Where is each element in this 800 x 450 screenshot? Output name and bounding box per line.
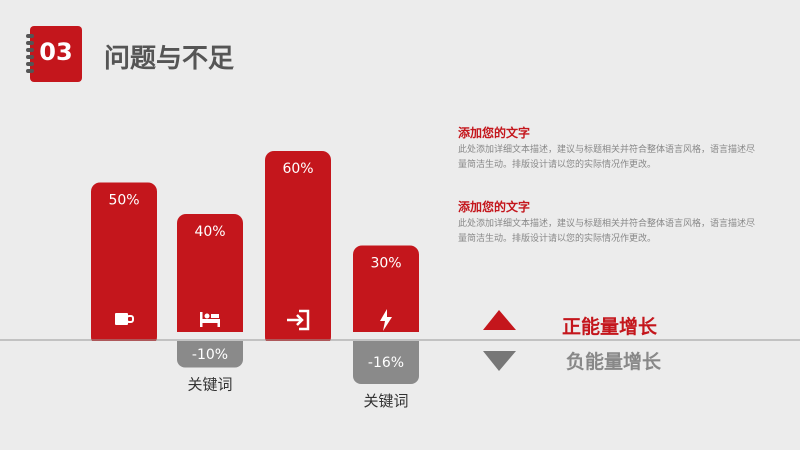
negative-bar-mask <box>353 332 419 341</box>
description-title: 添加您的文字 <box>458 200 531 214</box>
lightning-icon <box>380 309 392 331</box>
negative-bar-value-label: -10% <box>192 347 228 363</box>
bar <box>353 245 419 346</box>
section-number: 03 <box>39 38 73 66</box>
bar-value-label: 40% <box>194 224 225 240</box>
bar-value-label: 60% <box>282 161 313 177</box>
section-badge: 03 <box>26 26 82 82</box>
bar <box>265 151 331 346</box>
cup-icon <box>115 313 134 325</box>
description-block-1: 添加您的文字 此处添加详细文本描述，建议与标题相关并符合整体语言风格，语言描述尽… <box>458 124 758 173</box>
bar <box>91 182 157 346</box>
login-icon <box>287 309 310 331</box>
triangle-down-icon <box>483 351 516 371</box>
bar-value-label: 30% <box>370 256 401 272</box>
triangle-up-icon <box>483 310 516 330</box>
negative-bar-mask <box>177 332 243 341</box>
bar <box>177 214 243 346</box>
legend-negative-label: 负能量增长 <box>566 351 662 373</box>
bar-value-label: 50% <box>108 193 139 209</box>
negative-bar-value-label: -16% <box>368 355 404 371</box>
description-text: 此处添加详细文本描述，建议与标题相关并符合整体语言风格，语言描述尽量简洁生动。排… <box>458 145 756 170</box>
description-text: 此处添加详细文本描述，建议与标题相关并符合整体语言风格，语言描述尽量简洁生动。排… <box>458 219 756 244</box>
page-title: 问题与不足 <box>104 44 235 74</box>
legend-positive-label: 正能量增长 <box>562 316 658 338</box>
bed-icon <box>200 312 220 327</box>
keyword-label: 关键词 <box>363 392 408 410</box>
description-title: 添加您的文字 <box>458 126 531 140</box>
binder-spiral-icon <box>26 34 34 76</box>
negative-bar <box>353 332 419 384</box>
description-block-2: 添加您的文字 此处添加详细文本描述，建议与标题相关并符合整体语言风格，语言描述尽… <box>458 198 758 247</box>
keyword-label: 关键词 <box>187 376 232 394</box>
